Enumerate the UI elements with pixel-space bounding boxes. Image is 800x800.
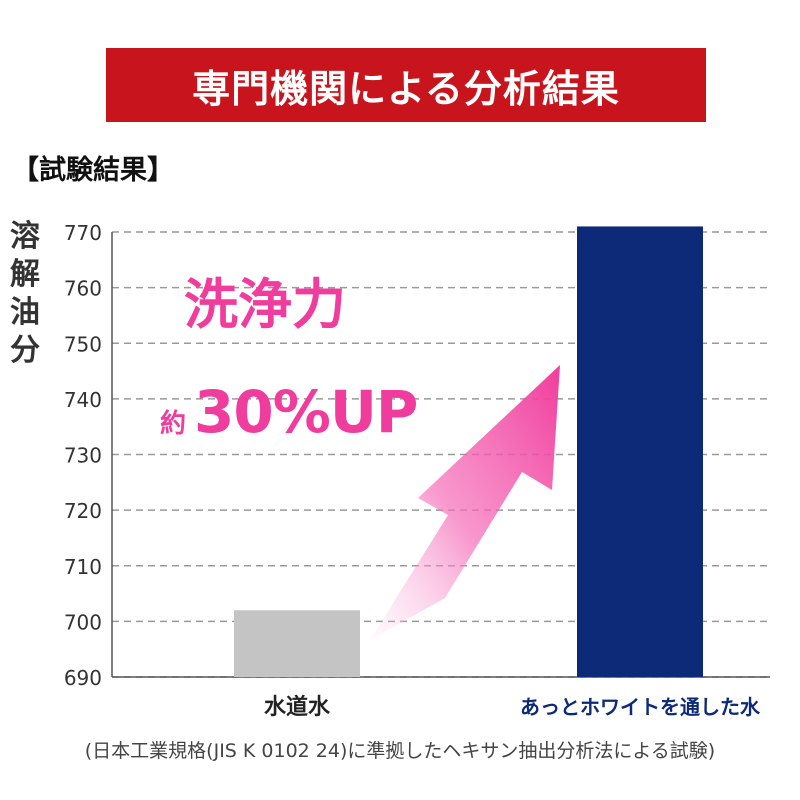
x-tick-label: 水道水 xyxy=(264,694,331,720)
y-tick-label: 700 xyxy=(64,610,102,634)
y-tick-label: 710 xyxy=(64,555,102,579)
bar-2 xyxy=(577,226,703,677)
section-title: 【試験結果】 xyxy=(12,155,174,186)
annotation-prefix: 約 xyxy=(160,408,186,439)
title-banner: 専門機関による分析結果 xyxy=(106,48,706,122)
y-tick-label: 740 xyxy=(64,388,102,412)
y-tick-label: 690 xyxy=(64,666,102,690)
y-tick-labels: 690 700 710 720 730 740 750 760 770 xyxy=(64,221,102,690)
bar-1 xyxy=(234,610,360,677)
x-tick-labels: 水道水 あっとホワイトを通した水 xyxy=(264,694,761,720)
annotation-headline: 洗浄力 xyxy=(184,273,346,336)
y-tick-label: 720 xyxy=(64,499,102,523)
y-tick-label: 770 xyxy=(64,221,102,245)
increase-arrow xyxy=(370,365,560,640)
banner-title: 専門機関による分析結果 xyxy=(192,66,620,111)
annotation-value: 30%UP xyxy=(194,378,417,446)
x-tick-label: あっとホワイトを通した水 xyxy=(520,695,761,719)
y-axis-label: 溶解油分 xyxy=(10,219,40,368)
bars xyxy=(234,226,703,677)
y-tick-label: 730 xyxy=(64,444,102,468)
y-tick-label: 760 xyxy=(64,277,102,301)
footnote: (日本工業規格(JIS K 0102 24)に準拠したヘキサン抽出分析法による試… xyxy=(84,740,716,762)
y-tick-label: 750 xyxy=(64,332,102,356)
